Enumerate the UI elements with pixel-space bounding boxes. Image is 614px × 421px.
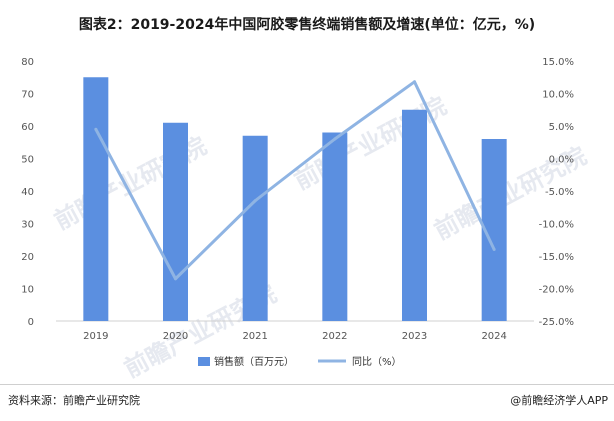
chart-title: 图表2：2019-2024年中国阿胶零售终端销售额及增速(单位：亿元，%) [78,17,536,33]
y-right-tick-label: 5.0% [549,122,574,133]
source-note: 资料来源：前瞻产业研究院 [8,394,140,407]
bar [163,122,188,321]
y-left-tick-label: 20 [21,252,34,263]
y-left-tick-label: 60 [21,122,34,133]
line-point [94,127,98,131]
line-point [413,80,416,84]
y-right-tick-label: -5.0% [545,187,574,198]
x-tick-label: 2024 [481,331,506,342]
line-point [174,277,177,281]
y-left-tick-label: 0 [28,317,34,328]
legend-bar-swatch [198,357,210,366]
footer-divider [0,384,614,385]
y-right-tick-label: 0.0% [549,155,574,166]
bar [322,132,348,321]
y-left-tick-label: 10 [21,285,34,296]
y-right-tick-label: 10.0% [542,90,574,101]
line-series [94,80,496,281]
y-axis-right: -25.0% -20.0% -15.0% -10.0% -5.0% 0.0% 5.0% 10.… [539,57,574,328]
line-point [253,199,257,203]
bar [83,77,109,321]
bar [242,135,268,321]
x-tick-label: 2019 [83,331,108,342]
x-tick-label: 2021 [242,331,267,342]
legend-line-label: 同比（%） [352,356,402,368]
y-right-tick-label: 15.0% [542,57,574,68]
x-axis: 2019 2020 2021 2022 2023 2024 [83,331,507,342]
brand-note: @前瞻经济学人APP [510,394,608,407]
line-point [333,137,337,141]
legend-bar-label: 销售额（百万元） [214,355,294,368]
x-tick-label: 2023 [402,331,427,342]
y-left-tick-label: 40 [21,187,34,198]
bar [402,109,427,321]
y-right-tick-label: -20.0% [539,285,574,296]
y-right-tick-label: -10.0% [539,220,574,231]
y-left-tick-label: 50 [21,155,34,166]
y-left-tick-label: 30 [21,220,34,231]
x-tick-label: 2022 [322,331,347,342]
legend: 销售额（百万元） 同比（%） [198,355,402,368]
line-path [94,80,496,281]
y-axis-left: 0 10 20 30 40 50 60 70 80 [21,57,34,328]
y-left-tick-label: 80 [21,57,34,68]
y-right-tick-label: -15.0% [539,252,574,263]
y-left-tick-label: 70 [21,90,34,101]
y-right-tick-label: -25.0% [539,317,574,328]
x-tick-label: 2020 [163,331,188,342]
line-point [492,248,496,251]
